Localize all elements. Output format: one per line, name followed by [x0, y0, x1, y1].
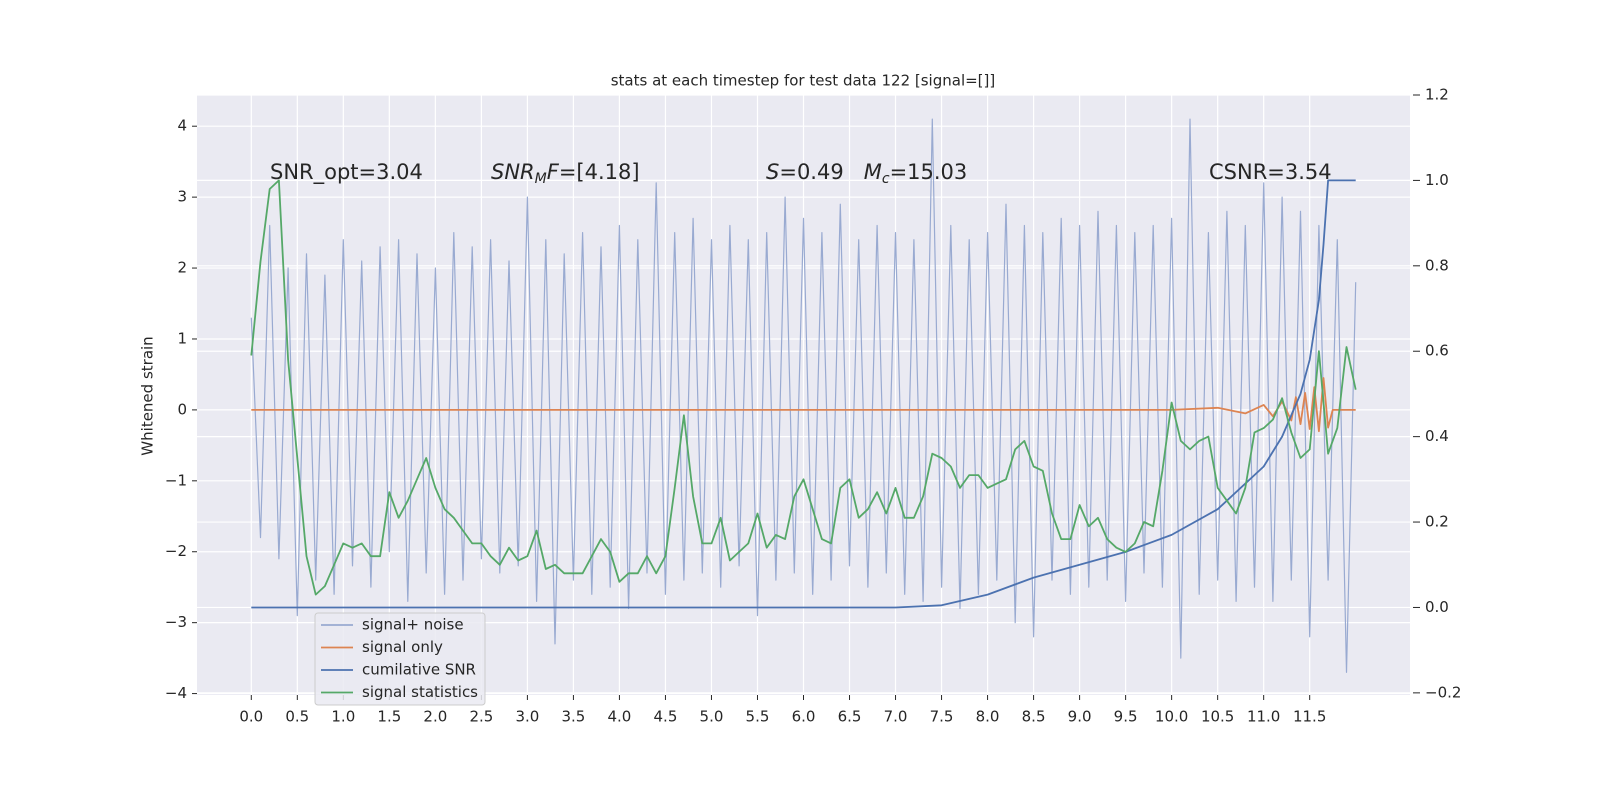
legend-label: signal only: [362, 638, 443, 656]
legend-label: signal statistics: [362, 683, 478, 701]
y2-tick-label: 0.0: [1425, 598, 1449, 616]
x-tick-label: 6.5: [838, 708, 862, 726]
y-tick-label: −4: [165, 684, 187, 702]
y-tick-label: 1: [177, 329, 187, 347]
annotation-part: =[4.18]: [559, 160, 640, 184]
annotation-part: CSNR=3.54: [1209, 160, 1332, 184]
x-tick-label: 10.0: [1155, 708, 1188, 726]
x-tick-label: 8.0: [976, 708, 1000, 726]
annotations: SNR_opt=3.04 SNRMF=[4.18] S=0.49 Mc=15.03 C…: [270, 160, 1332, 187]
y-tick-label: −1: [165, 471, 187, 489]
annotation: S=0.49 Mc=15.03: [766, 160, 967, 187]
x-tick-label: 0.0: [239, 708, 263, 726]
y-tick-label: 0: [177, 400, 187, 418]
annotation-part: F: [547, 160, 560, 184]
annotation: CSNR=3.54: [1209, 160, 1332, 184]
annotation-part: SNR: [491, 160, 535, 184]
y2-tick-label: −0.2: [1425, 683, 1461, 701]
annotation-part: SNR_opt=3.04: [270, 160, 423, 185]
series-line: [250, 179, 1357, 596]
x-tick-label: 7.5: [930, 708, 954, 726]
y-tick-label: −2: [165, 542, 187, 560]
x-tick-label: 1.0: [331, 708, 355, 726]
x-tick-label: 7.0: [884, 708, 908, 726]
x-tick-label: 4.5: [654, 708, 678, 726]
y2-tick-label: 0.4: [1425, 427, 1449, 445]
x-tick-label: 2.5: [469, 708, 493, 726]
y2-tick-label: 0.2: [1425, 513, 1449, 531]
annotation: SNR_opt=3.04: [270, 160, 423, 185]
y2-tick-label: 0.6: [1425, 342, 1449, 360]
y2-tick-label: 1.0: [1425, 171, 1449, 189]
y-tick-label: 3: [177, 188, 187, 206]
y-axis-label: Whitened strain: [139, 336, 157, 455]
x-tick-label: 4.0: [608, 708, 632, 726]
x-tick-label: 8.5: [1022, 708, 1046, 726]
x-tick-label: 11.0: [1247, 708, 1280, 726]
x-tick-label: 6.0: [792, 708, 816, 726]
annotation: SNRMF=[4.18]: [491, 160, 640, 187]
x-tick-label: 9.0: [1068, 708, 1092, 726]
x-tick-label: 10.5: [1201, 708, 1234, 726]
x-tick-label: 5.5: [746, 708, 770, 726]
y-tick-label: 4: [177, 117, 187, 135]
y2-tick-label: 0.8: [1425, 256, 1449, 274]
annotation-part: S: [766, 160, 779, 184]
chart-title: stats at each timestep for test data 122…: [611, 72, 996, 90]
x-tick-label: 1.5: [377, 708, 401, 726]
legend-label: signal+ noise: [362, 616, 464, 634]
x-tick-label: 2.0: [423, 708, 447, 726]
x-tick-label: 11.5: [1293, 708, 1326, 726]
annotation-part: c: [882, 171, 890, 187]
series-line: [251, 377, 1356, 433]
x-tick-label: 3.0: [515, 708, 539, 726]
y-tick-label: 2: [177, 259, 187, 277]
x-tick-label: 3.5: [561, 708, 585, 726]
annotation-part: M: [864, 160, 882, 184]
legend: signal+ noise signal only cumilative SNR si…: [314, 612, 486, 706]
x-tick-label: 9.5: [1114, 708, 1138, 726]
legend-label: cumilative SNR: [362, 661, 476, 679]
annotation-part: =0.49: [779, 160, 863, 184]
y2-tick-label: 1.2: [1425, 86, 1449, 104]
legend-box: [314, 612, 486, 706]
x-tick-label: 0.5: [285, 708, 309, 726]
annotation-part: M: [535, 171, 547, 187]
x-tick-label: 5.0: [700, 708, 724, 726]
series-line: [250, 118, 1357, 673]
annotation-part: =15.03: [890, 160, 968, 184]
y-tick-label: −3: [165, 613, 187, 631]
series-line: [251, 179, 1356, 609]
marks: [250, 118, 1357, 673]
